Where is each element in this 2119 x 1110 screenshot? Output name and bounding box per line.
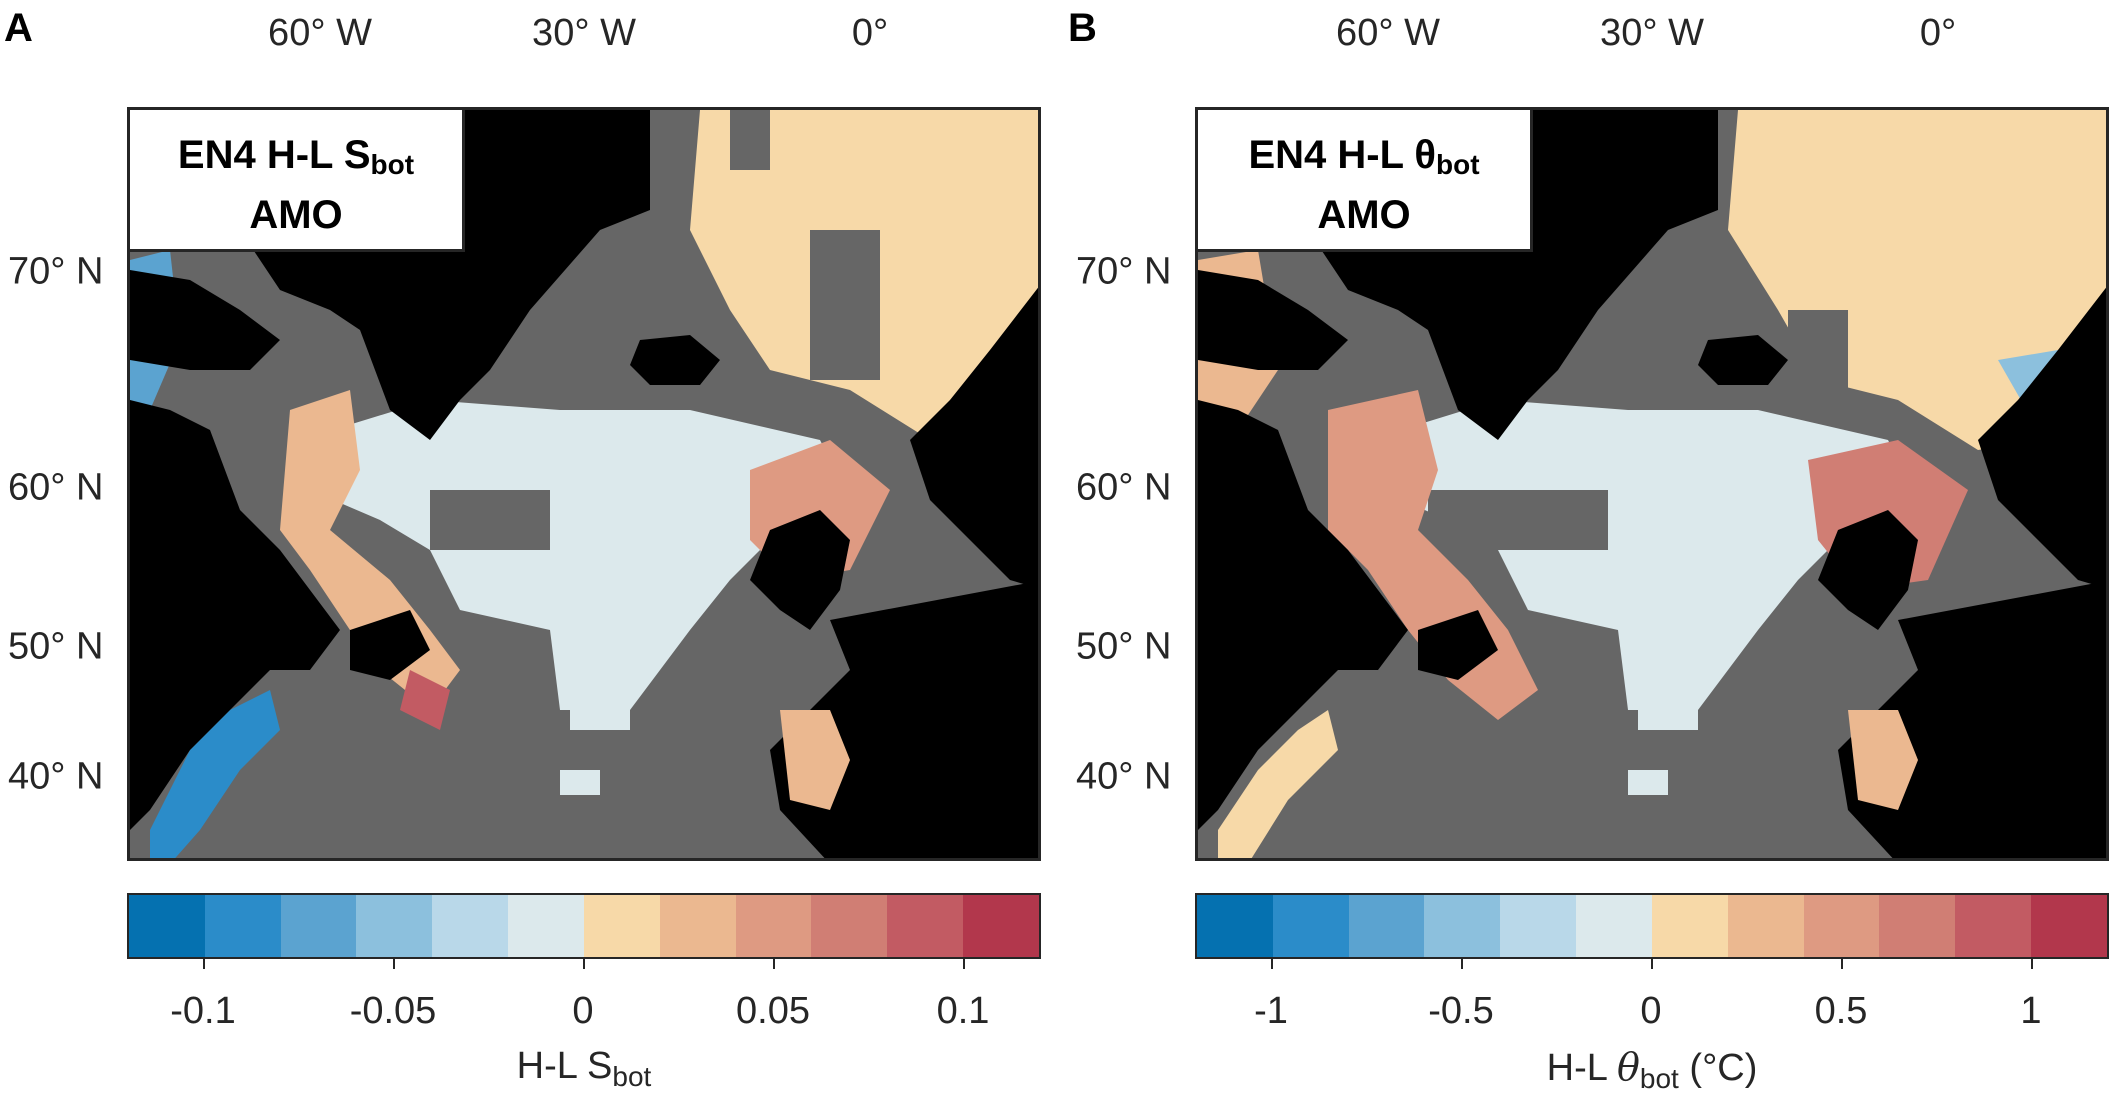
lat-label-50n: 50° N — [1076, 625, 1172, 668]
colorbar-tick — [203, 959, 205, 969]
colorbar-swatch — [887, 895, 964, 957]
colorbar-swatch — [1576, 895, 1652, 957]
colorbar-tick — [1841, 959, 1843, 969]
colorbar-label-sub: bot — [612, 1061, 652, 1092]
lon-label-60w: 60° W — [1336, 12, 1440, 54]
map-title-box: EN4 H-L θbot AMO — [1195, 107, 1533, 252]
lat-label-70n: 70° N — [1076, 250, 1172, 293]
map-title-line1: EN4 H-L Sbot — [130, 130, 462, 190]
colorbar-tick-label: 0.05 — [736, 990, 810, 1032]
colorbar-swatch — [1651, 895, 1728, 957]
lon-label-0: 0° — [1919, 12, 1957, 54]
colorbar-swatch — [432, 895, 509, 957]
colorbar-swatch — [356, 895, 433, 957]
colorbar-tick-label: 0.1 — [936, 990, 990, 1032]
colorbar-label: H-L θbot (°C) — [1547, 1045, 1758, 1095]
colorbar — [1195, 893, 2109, 959]
colorbar-label-main: H-L — [1546, 1047, 1618, 1089]
lat-label-50n: 50° N — [8, 625, 104, 668]
lon-label-60w: 60° W — [268, 12, 372, 54]
colorbar-swatch — [2031, 895, 2107, 957]
colorbar-label-main: H-L S — [516, 1045, 613, 1087]
colorbar-swatch — [811, 895, 888, 957]
lon-label-30w: 30° W — [532, 12, 636, 54]
colorbar-tick-label: -0.1 — [170, 990, 236, 1032]
colorbar-swatch — [280, 895, 357, 957]
map-title-line1: EN4 H-L θbot — [1198, 130, 1530, 190]
colorbar-swatch — [1348, 895, 1425, 957]
colorbar-tick-label: -1 — [1254, 990, 1288, 1032]
colorbar-swatch — [1879, 895, 1956, 957]
colorbar-swatch — [1727, 895, 1804, 957]
colorbar-swatch — [1803, 895, 1880, 957]
colorbar-tick-label: 0 — [1640, 990, 1662, 1032]
colorbar-tick — [583, 959, 585, 969]
colorbar-swatch — [204, 895, 281, 957]
lat-label-40n: 40° N — [8, 755, 104, 798]
map-title-line2: AMO — [1317, 193, 1411, 237]
colorbar-swatch — [1500, 895, 1577, 957]
lat-label-60n: 60° N — [8, 466, 104, 509]
colorbar-tick — [2031, 959, 2033, 969]
lat-label-60n: 60° N — [1076, 466, 1172, 509]
colorbar-swatch — [1955, 895, 2032, 957]
colorbar-swatch — [583, 895, 660, 957]
colorbar-swatch — [963, 895, 1039, 957]
map-title-line2: AMO — [249, 193, 343, 237]
title-text: EN4 H-L θ — [1248, 133, 1437, 177]
colorbar-swatch — [129, 895, 205, 957]
lat-label-70n: 70° N — [8, 250, 104, 293]
panel-b: B 60° W 30° W 0° 70° N 60° N 50° N 40° N — [1068, 0, 2119, 1110]
colorbar — [127, 893, 1041, 959]
colorbar-tick — [1651, 959, 1653, 969]
colorbar-label-sub: bot — [1639, 1063, 1679, 1094]
lon-label-0: 0° — [851, 12, 889, 54]
title-text: EN4 H-L S — [177, 133, 371, 177]
colorbar-swatch — [1424, 895, 1501, 957]
colorbar-tick — [963, 959, 965, 969]
colorbar-label-symbol: θ — [1617, 1045, 1640, 1089]
panel-a: A 60° W 30° W 0° 70° N 60° N 50° N 40° N — [4, 6, 1041, 1093]
colorbar-swatch — [1272, 895, 1349, 957]
colorbar-tick-label: -0.5 — [1428, 990, 1494, 1032]
colorbar-tick — [1461, 959, 1463, 969]
colorbar-label-suffix: (°C) — [1678, 1047, 1758, 1089]
colorbar-swatch — [659, 895, 736, 957]
colorbar-tick-label: -0.05 — [349, 990, 437, 1032]
colorbar-tick-label: 1 — [2020, 990, 2042, 1032]
colorbar-swatch — [508, 895, 584, 957]
panel-letter: A — [4, 6, 33, 50]
lon-label-30w: 30° W — [1600, 12, 1704, 54]
lat-label-40n: 40° N — [1076, 755, 1172, 798]
colorbar-tick-label: 0.5 — [1814, 990, 1868, 1032]
colorbar-label: H-L Sbot — [517, 1045, 652, 1093]
colorbar-swatch — [735, 895, 812, 957]
map-title-box: EN4 H-L Sbot AMO — [127, 107, 465, 252]
colorbar-tick — [393, 959, 395, 969]
colorbar-tick — [1271, 959, 1273, 969]
colorbar-tick — [773, 959, 775, 969]
colorbar-tick-label: 0 — [572, 990, 594, 1032]
colorbar-swatch — [1197, 895, 1273, 957]
panel-letter: B — [1068, 6, 1097, 50]
title-subscript: bot — [370, 149, 415, 180]
title-subscript: bot — [1436, 149, 1480, 180]
